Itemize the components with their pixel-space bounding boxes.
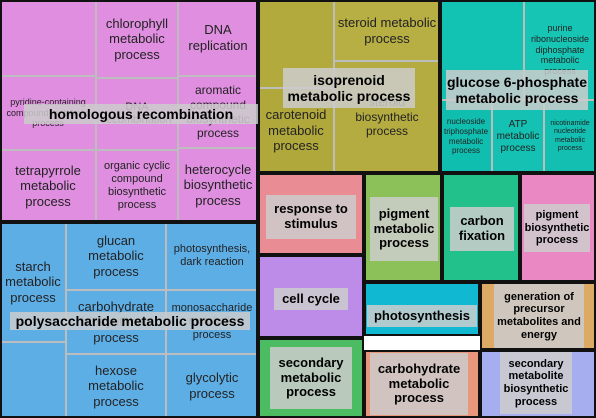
tile-tetrapyrrole-metabolic-process: tetrapyrrole metabolic process: [0, 150, 96, 222]
tile-chlorophyll-metabolic-process: chlorophyll metabolic process: [96, 0, 178, 78]
tile-label: photosynthesis, dark reaction: [173, 242, 251, 268]
tile-glycolytic-process: glycolytic process: [166, 354, 258, 418]
tile-nicotinamide-nucleotide-metabolic-process: nicotinamide nucleotide metabolic proces…: [544, 100, 596, 173]
group-label-homologous-recombination: homologous recombination: [24, 104, 258, 124]
tile-label: nicotinamide nucleotide metabolic proces…: [550, 119, 590, 152]
tile-heterocycle-biosynthetic-process: heterocycle biosynthetic process: [178, 148, 258, 222]
tile-label: chlorophyll metabolic process: [105, 15, 169, 62]
group-label-photosynthesis: photosynthesis: [367, 305, 477, 327]
group-label-response-to-stimulus: response to stimulus: [266, 195, 356, 239]
tile-label: ATP metabolic process: [496, 118, 540, 154]
group-label-glucose-6-phosphate-metabolic-process: glucose 6-phosphate metabolic process: [446, 70, 588, 110]
tile-label: tetrapyrrole metabolic process: [15, 162, 81, 209]
tile-label: DNA replication: [188, 22, 248, 53]
tile-label: purine ribonucleoside diphosphate metabo…: [530, 23, 590, 76]
tile-label: nucleoside triphosphate metabolic proces…: [443, 117, 489, 156]
tile-atp-metabolic-process: ATP metabolic process: [492, 100, 544, 173]
group-label-isoprenoid-metabolic-process: isoprenoid metabolic process: [283, 68, 415, 108]
group-label-pigment-biosynthetic-process: pigment biosynthetic process: [524, 204, 590, 252]
group-label-pigment-metabolic-process: pigment metabolic process: [370, 197, 438, 261]
tile-label: hexose metabolic process: [88, 362, 144, 409]
group-label-generation-of-precursor-metabolites-and-energy: generation of precursor metabolites and …: [494, 284, 584, 348]
tile-homologous-recombination: [0, 0, 96, 76]
group-label-cell-cycle: cell cycle: [274, 288, 348, 310]
tile-label: carotenoid metabolic process: [265, 107, 327, 154]
group-label-secondary-metabolite-biosynthetic-process: secondary metabolite biosynthetic proces…: [500, 352, 572, 414]
tile-nucleoside-triphosphate-metabolic-process: nucleoside triphosphate metabolic proces…: [440, 100, 492, 173]
group-label-carbon-fixation: carbon fixation: [450, 207, 514, 251]
tile-label: starch metabolic process: [5, 258, 61, 305]
group-label-secondary-metabolic-process: secondary metabolic process: [270, 347, 352, 409]
tile-label: organic cyclic compound biosynthetic pro…: [103, 159, 171, 212]
group-label-polysaccharide-metabolic-process: polysaccharide metabolic process: [10, 312, 250, 330]
tile-label: steroid metabolic process: [337, 14, 437, 46]
tile-polysaccharide-metabolic-process: [0, 342, 66, 418]
tile-label: glucan metabolic process: [88, 232, 144, 279]
tile-dna-replication: DNA replication: [178, 0, 258, 76]
tile-hexose-metabolic-process: hexose metabolic process: [66, 354, 166, 418]
tile-label: glycolytic process: [185, 370, 239, 401]
tile-steroid-metabolic-process: steroid metabolic process: [334, 0, 440, 61]
tile-organic-cyclic-compound-biosynthetic-process: organic cyclic compound biosynthetic pro…: [96, 150, 178, 222]
tile-glucan-metabolic-process: glucan metabolic process: [66, 222, 166, 290]
group-label-carbohydrate-metabolic-process: carbohydrate metabolic process: [370, 353, 468, 415]
tile-label: heterocycle biosynthetic process: [183, 161, 253, 208]
tile-photosynthesis-dark-reaction: photosynthesis, dark reaction: [166, 222, 258, 290]
